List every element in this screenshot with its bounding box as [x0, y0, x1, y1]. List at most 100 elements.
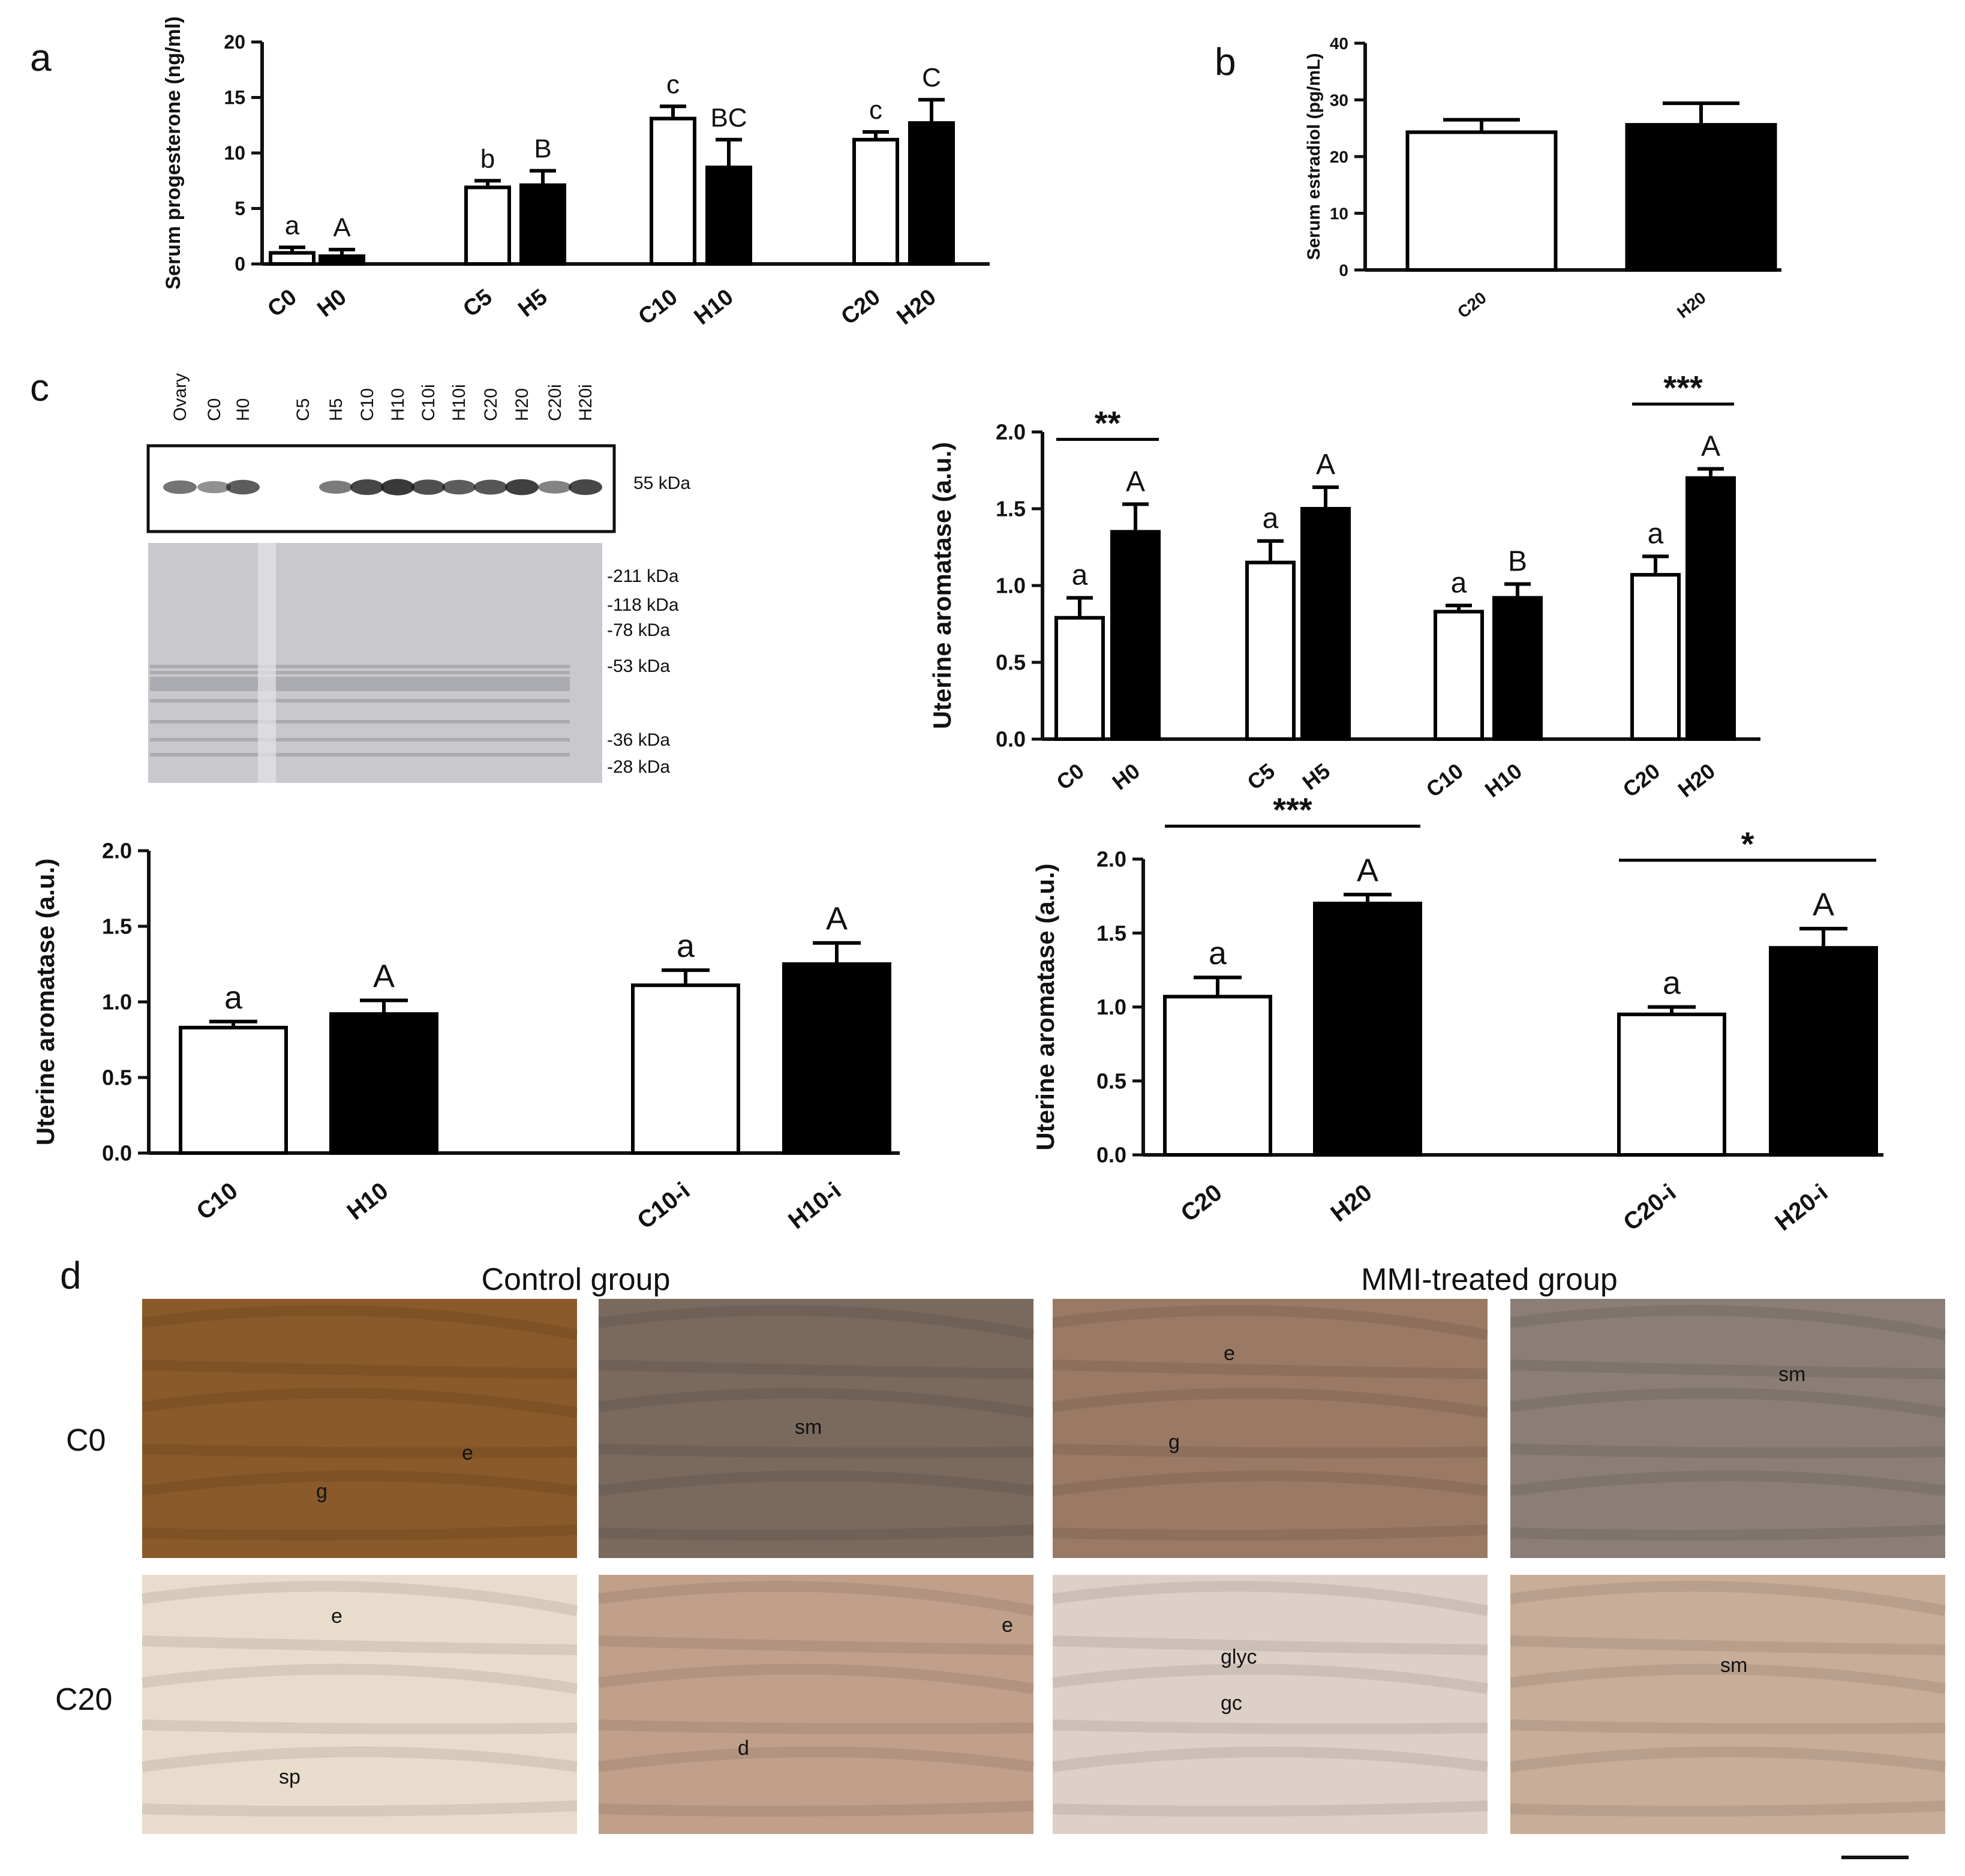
group-letter: c: [666, 70, 680, 99]
y-tick-label: 40: [1330, 34, 1348, 53]
tissue-texture: [1051, 1388, 1489, 1418]
bar-C5: [464, 185, 511, 266]
group-letter: a: [285, 211, 300, 240]
group-letter: A: [1126, 466, 1145, 497]
y-tick-label: 1.0: [102, 990, 132, 1014]
tissue-texture: [141, 1388, 578, 1418]
tissue-texture: [598, 1443, 1034, 1458]
histology-tile: [599, 1575, 1033, 1834]
tissue-texture: [598, 1800, 1034, 1817]
bar-H0: [319, 254, 365, 266]
group-letter: A: [333, 213, 351, 242]
histology-tile: [142, 1575, 577, 1834]
category-label: H20: [1326, 1179, 1377, 1227]
chart-aromatase-main: 0.0 0.5 1.0 1.5 2.0 Uterine aromatase (a.u.) a…: [928, 368, 1760, 802]
tissue-texture: [597, 1305, 1035, 1340]
tissue-texture: [598, 1719, 1034, 1734]
tissue-texture: [141, 1581, 578, 1616]
significance-stars: *: [1741, 825, 1754, 863]
tissue-texture: [1509, 1746, 1946, 1772]
category-label: C10: [634, 284, 683, 330]
marker-label: -53 kDa: [607, 656, 670, 676]
tissue-label: g: [316, 1480, 328, 1503]
tissue-texture: [1051, 1581, 1489, 1616]
bar-H20: [1313, 901, 1422, 1157]
panel-letter-c: c: [30, 366, 49, 409]
tissue-label: e: [1224, 1342, 1235, 1365]
category-label: C10: [1422, 758, 1468, 802]
tissue-texture: [1510, 1719, 1946, 1734]
stain-band: [150, 699, 570, 703]
marker-label: -78 kDa: [607, 620, 670, 640]
y-tick-label: 0.5: [1096, 1068, 1126, 1093]
bar-C20-i: [1617, 1012, 1726, 1157]
stain-band: [150, 738, 570, 742]
group-letter: C: [922, 63, 941, 92]
chart-aromatase-c10: 0.0 0.5 1.0 1.5 2.0 Uterine aromatase (a.u.) a…: [31, 839, 900, 1234]
group-letter: a: [224, 980, 243, 1016]
blot-band: [350, 479, 384, 496]
bar-H20: [1625, 123, 1777, 272]
stain-band: [150, 671, 570, 674]
category-label: H10: [342, 1177, 393, 1225]
bar-C20: [1630, 573, 1681, 742]
tissue-label: glyc: [1221, 1646, 1257, 1668]
blot-band: [226, 479, 260, 495]
y-tick-label: 1.5: [102, 914, 132, 939]
row-label-c0: C0: [66, 1423, 106, 1458]
blot-lane-label: C0: [205, 398, 224, 421]
stain-band: [150, 665, 570, 668]
group-letter: A: [826, 901, 848, 937]
category-label: H5: [1297, 758, 1335, 795]
tissue-texture: [1510, 1443, 1946, 1458]
bar-H20: [908, 121, 955, 266]
y-tick-label: 1.5: [996, 497, 1026, 521]
tissue-texture: [141, 1664, 578, 1694]
tissue-texture: [597, 1388, 1035, 1418]
tissue-texture: [141, 1746, 578, 1772]
y-tick-label: 10: [1330, 204, 1348, 223]
significance-stars: **: [1095, 404, 1121, 442]
tissue-label: sm: [1778, 1363, 1805, 1386]
bar-C5: [1245, 560, 1296, 741]
blot-band: [411, 479, 445, 495]
histology-tiles: e g sm e g sm e sp e d glyc gc sm: [141, 1299, 1946, 1834]
tissue-texture: [1510, 1800, 1946, 1817]
tissue-texture: [598, 1635, 1034, 1655]
category-label: H20: [1673, 288, 1709, 322]
bar-H10: [329, 1012, 438, 1155]
tissue-label: e: [1002, 1614, 1013, 1637]
stain-gap-lane: [258, 543, 276, 783]
category-label: C5: [1242, 758, 1279, 795]
marker-label: -36 kDa: [607, 730, 670, 750]
tissue-texture: [142, 1443, 578, 1458]
tissue-label: d: [738, 1737, 749, 1760]
marker-label: -118 kDa: [607, 595, 679, 615]
blot-lane-label: C20i: [545, 384, 565, 421]
group-letter: b: [480, 144, 495, 173]
panel-letter-d: d: [60, 1254, 82, 1297]
western-blot: Ovary C0 H0 C5 H5 C10 H10 C10i H10i C20 H20 C20i H20…: [146, 373, 690, 783]
blot-band: [442, 479, 476, 495]
bar-C10-i: [631, 983, 740, 1155]
significance-stars: ***: [1273, 791, 1312, 829]
category-label: C20: [1618, 758, 1664, 802]
blot-lane-labels: Ovary C0 H0 C5 H5 C10 H10 C10i H10i C20 H20 C20i H20…: [170, 373, 596, 421]
tissue-texture: [597, 1664, 1035, 1694]
category-label: C20: [1454, 288, 1490, 322]
category-label: H20: [893, 284, 941, 330]
category-label: C20: [837, 284, 885, 330]
significance-stars: ***: [1663, 368, 1703, 406]
tissue-texture: [1051, 1305, 1489, 1340]
blot-bands: [163, 479, 602, 496]
blot-band: [474, 479, 507, 495]
blot-band: [538, 481, 572, 494]
y-tick-label: 15: [224, 87, 245, 109]
tissue-texture: [1510, 1635, 1946, 1655]
bar-C0: [269, 251, 316, 266]
group-letter: B: [1508, 545, 1527, 577]
category-label: H0: [1107, 758, 1144, 795]
tissue-texture: [598, 1359, 1034, 1379]
stain-band: [150, 677, 570, 684]
group-letter: A: [373, 958, 395, 994]
